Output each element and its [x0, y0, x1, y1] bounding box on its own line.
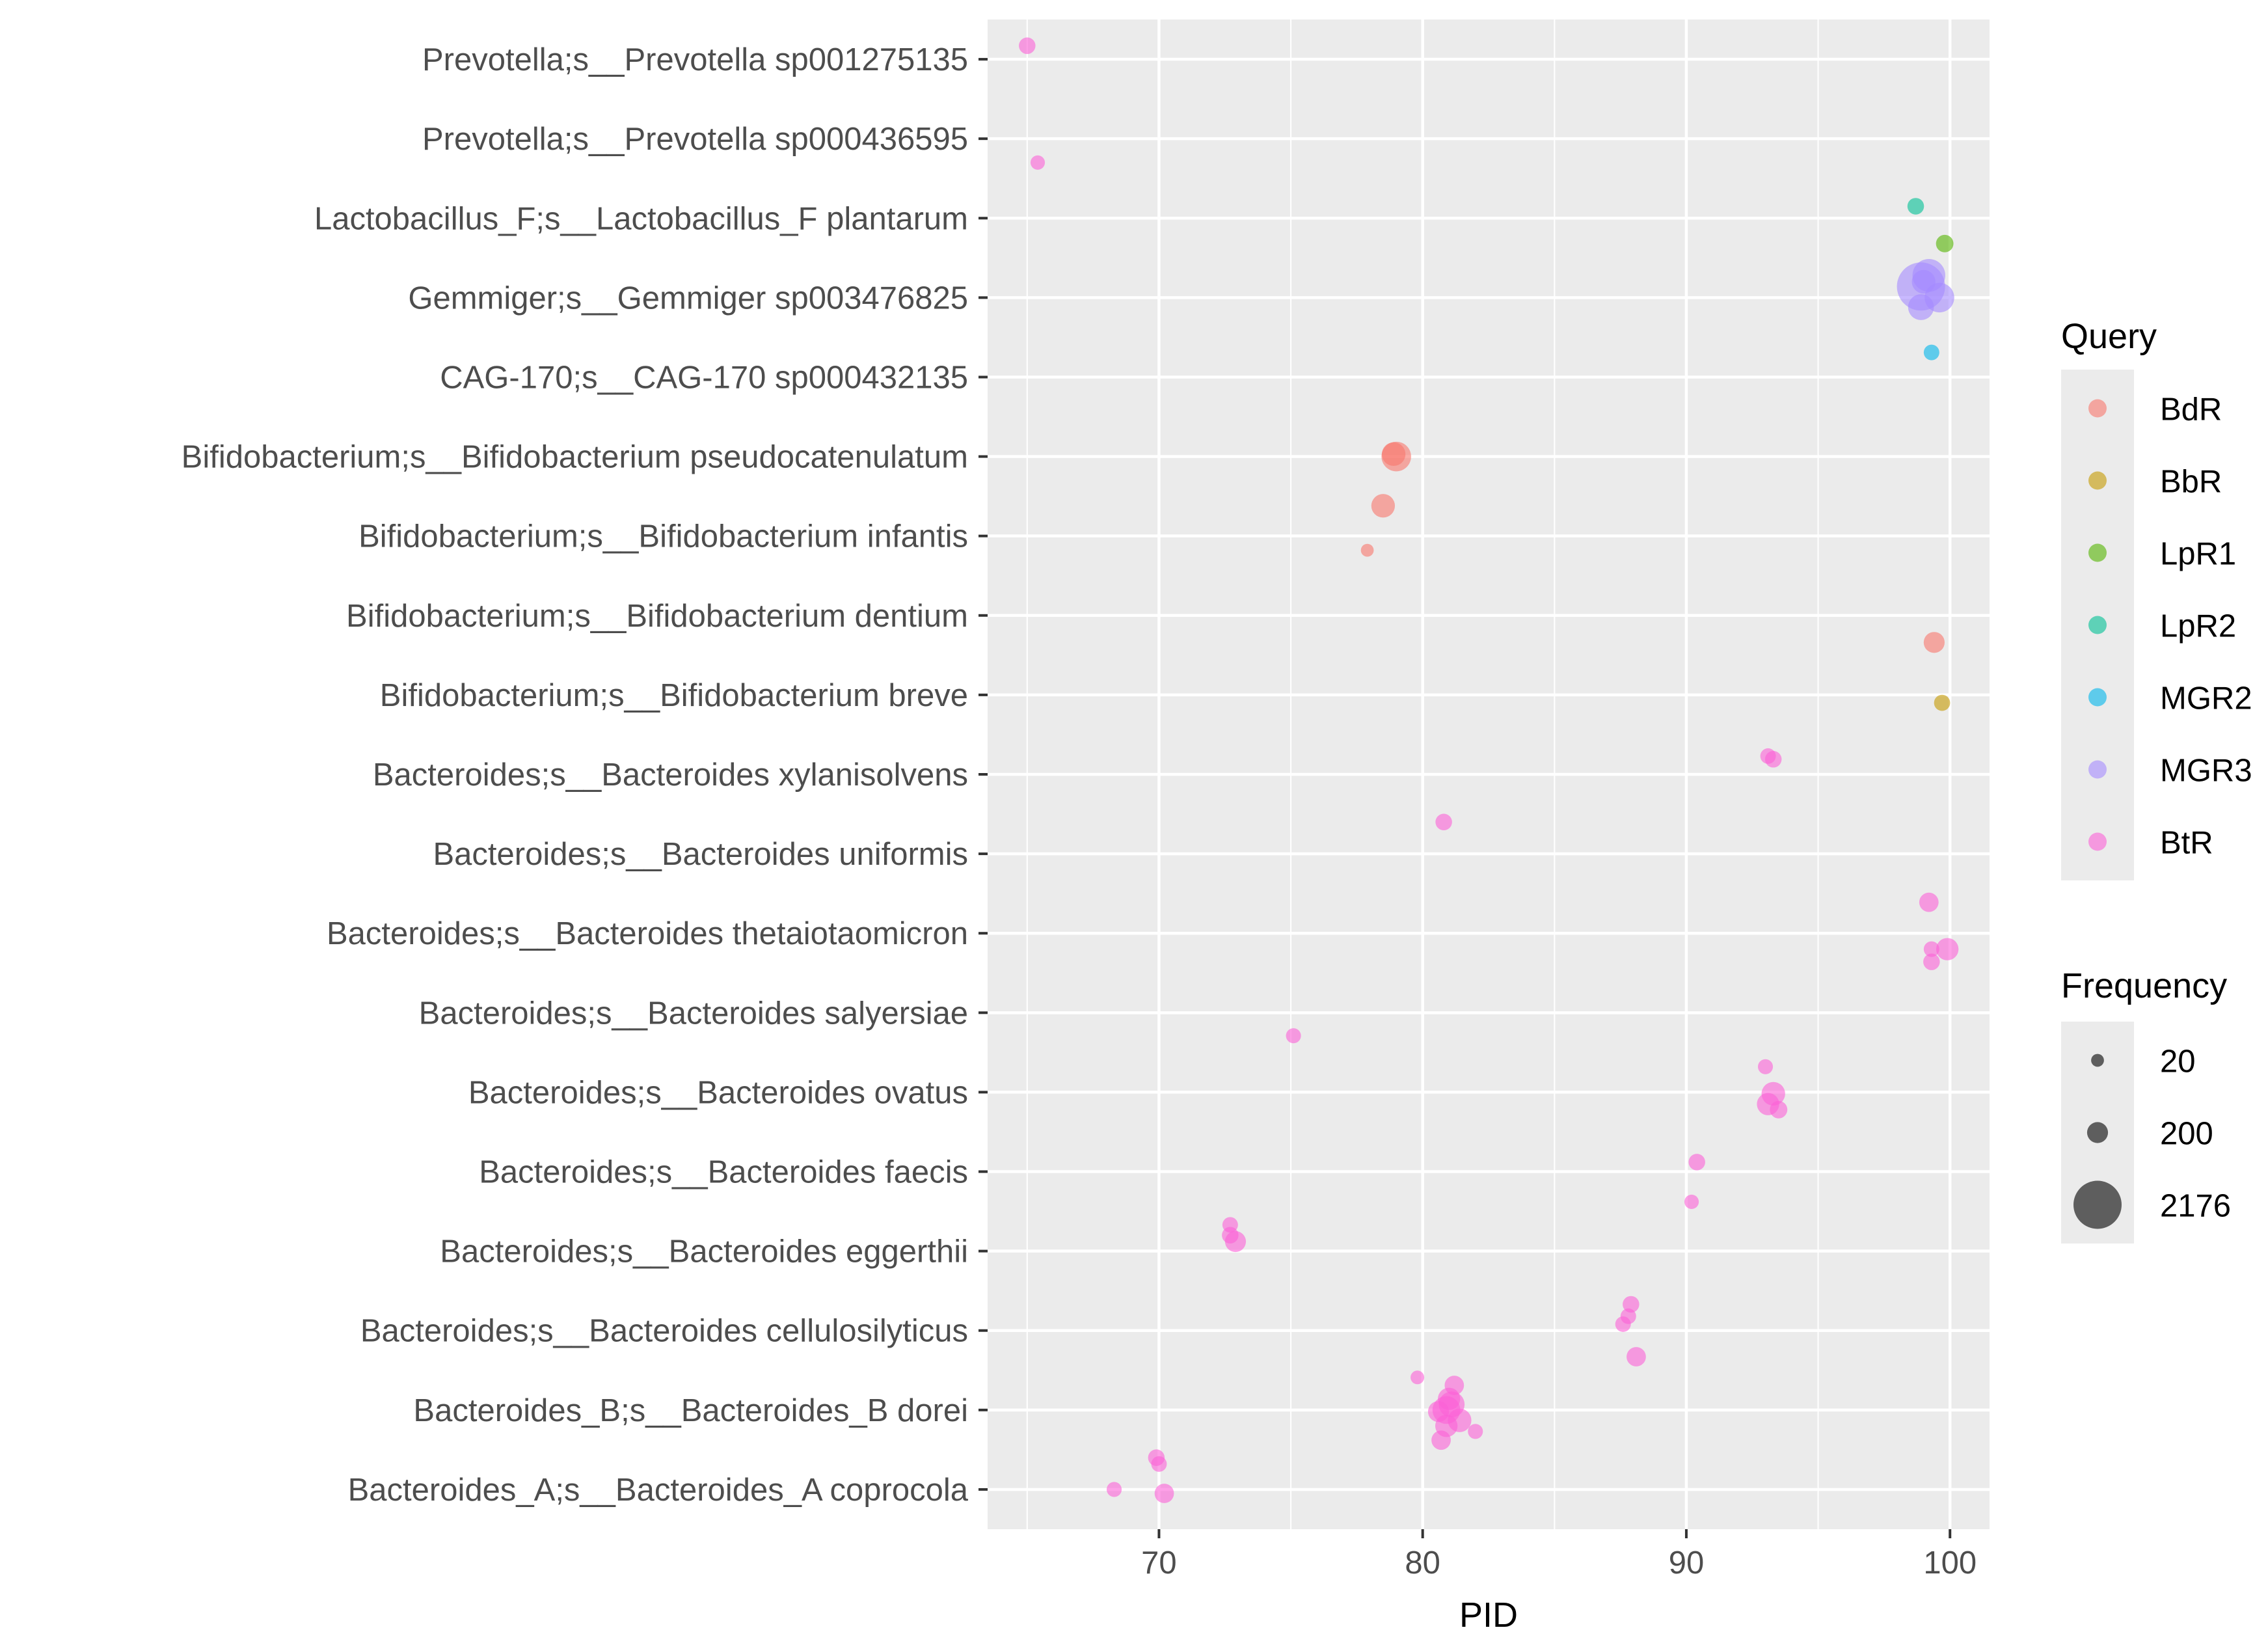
- x-tick-label: 70: [1141, 1545, 1177, 1581]
- frequency-legend: Frequency 20 200 2176: [2061, 966, 2231, 1244]
- y-tick-label: Gemmiger;s__Gemmiger sp003476825: [408, 280, 968, 316]
- query-legend-label: LpR1: [2160, 537, 2236, 572]
- x-tick-label: 90: [1669, 1545, 1705, 1581]
- y-tick-label: Bacteroides;s__Bacteroides faecis: [479, 1155, 968, 1190]
- data-point-btr: [1627, 1347, 1646, 1366]
- data-point-btr: [1224, 1230, 1247, 1253]
- query-legend-label: LpR2: [2160, 609, 2236, 644]
- y-tick-label: Bifidobacterium;s__Bifidobacterium breve: [380, 678, 968, 713]
- data-point-bbr: [1934, 694, 1951, 711]
- data-point-btr: [1688, 1154, 1705, 1171]
- query-legend-label: BtR: [2160, 826, 2213, 861]
- query-legend-label: BdR: [2160, 392, 2222, 428]
- data-point-btr: [1431, 1430, 1451, 1450]
- query-legend-key-bbr: [2088, 471, 2107, 490]
- query-legend-title: Query: [2061, 317, 2157, 356]
- data-point-btr: [1936, 938, 1959, 960]
- query-legend-key-btr: [2088, 832, 2107, 851]
- y-tick-label: Bacteroides_B;s__Bacteroides_B dorei: [413, 1393, 968, 1428]
- frequency-legend-key: [2086, 1122, 2109, 1143]
- y-tick-label: Bacteroides;s__Bacteroides thetaiotaomic…: [327, 916, 968, 951]
- query-legend-key-lpr1: [2088, 543, 2107, 562]
- query-legend-key-mgr2: [2088, 688, 2107, 707]
- y-tick-label: Bacteroides;s__Bacteroides eggerthii: [440, 1234, 968, 1270]
- y-tick-label: Bacteroides;s__Bacteroides xylanisolvens: [373, 757, 968, 793]
- data-point-btr: [1684, 1194, 1699, 1209]
- frequency-legend-label: 200: [2160, 1117, 2213, 1152]
- x-tick-label: 80: [1405, 1545, 1440, 1581]
- query-legend-label: MGR2: [2160, 681, 2252, 716]
- x-tick-label: 100: [1923, 1545, 1977, 1581]
- data-point-btr: [1030, 155, 1046, 170]
- query-legend-key-bdr: [2088, 399, 2107, 418]
- data-point-lpr2: [1907, 198, 1924, 215]
- data-point-mgr2: [1923, 344, 1939, 360]
- data-point-bdr: [1371, 494, 1396, 518]
- frequency-legend-key: [2073, 1180, 2122, 1229]
- data-point-btr: [1615, 1316, 1631, 1332]
- data-point-btr: [1923, 941, 1939, 957]
- data-point-btr: [1923, 953, 1940, 970]
- data-point-btr: [1764, 751, 1782, 768]
- y-tick-label: Bacteroides;s__Bacteroides uniformis: [433, 837, 968, 872]
- data-point-btr: [1623, 1296, 1640, 1313]
- data-point-btr: [1757, 1059, 1774, 1074]
- data-point-mgr3: [1911, 269, 1936, 294]
- frequency-legend-title: Frequency: [2061, 966, 2227, 1005]
- data-point-btr: [1106, 1482, 1122, 1497]
- frequency-legend-key: [2091, 1054, 2104, 1067]
- y-tick-label: Bifidobacterium;s__Bifidobacterium infan…: [358, 519, 968, 554]
- y-tick-label: Bacteroides;s__Bacteroides salyersiae: [419, 996, 968, 1031]
- y-tick-label: Bacteroides;s__Bacteroides cellulosilyti…: [360, 1314, 968, 1349]
- data-point-btr: [1286, 1028, 1301, 1044]
- y-tick-label: Lactobacillus_F;s__Lactobacillus_F plant…: [314, 201, 968, 236]
- y-tick-label: Bacteroides_A;s__Bacteroides_A coprocola: [348, 1473, 969, 1508]
- query-legend-key-lpr2: [2088, 616, 2107, 634]
- data-point-bdr: [1360, 543, 1374, 557]
- y-tick-label: Prevotella;s__Prevotella sp000436595: [422, 122, 968, 157]
- data-point-btr: [1019, 37, 1036, 55]
- query-legend-label: BbR: [2160, 465, 2222, 500]
- data-point-lpr1: [1936, 234, 1954, 252]
- data-point-btr: [1151, 1456, 1167, 1472]
- data-point-mgr3: [1908, 294, 1934, 320]
- y-tick-label: Bifidobacterium;s__Bifidobacterium denti…: [346, 599, 968, 634]
- query-legend-key-mgr3: [2088, 760, 2107, 779]
- data-point-btr: [1435, 813, 1452, 831]
- x-axis-title: PID: [1459, 1596, 1518, 1635]
- data-point-bdr: [1923, 632, 1945, 653]
- y-tick-label: Prevotella;s__Prevotella sp001275135: [422, 42, 968, 77]
- query-legend-label: MGR3: [2160, 754, 2252, 789]
- data-point-btr: [1411, 1370, 1425, 1385]
- frequency-legend-label: 2176: [2160, 1189, 2231, 1224]
- data-point-btr: [1919, 892, 1939, 912]
- data-point-bdr: [1381, 442, 1406, 467]
- frequency-legend-label: 20: [2160, 1044, 2196, 1080]
- data-point-btr: [1770, 1100, 1788, 1119]
- y-tick-label: Bacteroides;s__Bacteroides ovatus: [468, 1075, 968, 1110]
- y-tick-label: Bifidobacterium;s__Bifidobacterium pseud…: [182, 440, 968, 475]
- query-legend: Query BdR BbR LpR1 LpR2 MGR2 MGR3 BtR: [2061, 317, 2252, 880]
- data-point-btr: [1468, 1424, 1483, 1439]
- data-points: [1019, 37, 1959, 1503]
- y-axis: Bacteroides_A;s__Bacteroides_A coprocola…: [182, 42, 988, 1508]
- major-gridlines: [988, 20, 1990, 1529]
- x-axis: 70 80 90 100: [1141, 1529, 1977, 1581]
- data-point-btr: [1154, 1484, 1174, 1503]
- y-tick-label: CAG-170;s__CAG-170 sp000432135: [440, 360, 968, 395]
